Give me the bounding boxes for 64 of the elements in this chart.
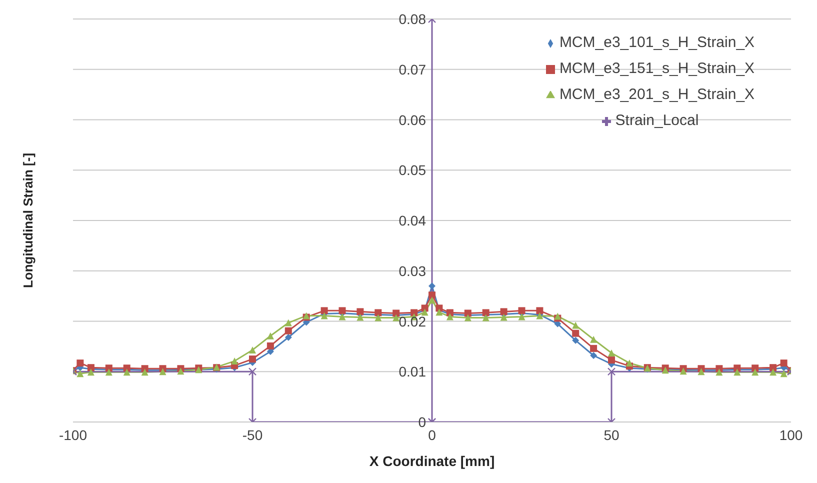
y-tick-label: 0.06 [398, 112, 426, 128]
point [428, 282, 436, 290]
point [87, 368, 94, 376]
point [572, 330, 580, 337]
y-tick-label: 0.04 [398, 212, 426, 228]
y-tick-label: 0.01 [398, 364, 426, 380]
point [572, 336, 580, 344]
legend-label: Strain_Local [615, 112, 699, 129]
point [266, 332, 274, 340]
x-tick-label: -100 [58, 426, 88, 443]
point [338, 307, 346, 314]
point [284, 319, 292, 326]
point [284, 327, 292, 334]
point [105, 368, 112, 376]
legend-label: MCM_e3_201_s_H_Strain_X [559, 86, 755, 103]
y-tick-label: 0.08 [398, 11, 426, 27]
y-tick-label: 0.03 [398, 262, 426, 279]
point [356, 308, 364, 316]
point [500, 308, 508, 316]
point [518, 307, 526, 314]
point [626, 360, 633, 367]
legend-label: MCM_e3_151_s_H_Strain_X [559, 60, 755, 77]
point [590, 344, 598, 352]
y-tick-label: 0.05 [398, 162, 426, 178]
point [266, 342, 274, 350]
point [536, 307, 544, 314]
point [123, 368, 130, 376]
point [446, 313, 454, 320]
point [356, 314, 364, 321]
x-tick-label: -50 [242, 426, 263, 443]
point [338, 313, 346, 320]
point [76, 370, 84, 378]
point [284, 334, 292, 341]
point [464, 314, 472, 322]
point [482, 314, 490, 322]
point [608, 356, 615, 364]
point [500, 314, 508, 321]
y-axis-title: Longitudinal Strain [-] [20, 152, 36, 288]
point [249, 346, 256, 354]
point [780, 370, 788, 378]
x-tick-label: 50 [604, 426, 620, 443]
point [428, 292, 436, 299]
point [320, 307, 328, 314]
point [608, 349, 615, 356]
x-tick-label: 100 [779, 426, 803, 443]
point [572, 322, 580, 329]
point [734, 368, 741, 376]
y-tick-label: 0.07 [398, 61, 426, 78]
point [590, 352, 598, 360]
point [780, 360, 788, 367]
point [752, 368, 759, 376]
point [374, 314, 382, 322]
y-tick-label: 0.02 [398, 313, 426, 330]
point [518, 313, 526, 320]
point [392, 314, 400, 322]
point [231, 358, 238, 365]
point [76, 360, 84, 367]
point [428, 296, 436, 304]
legend-label: MCM_e3_101_s_H_Strain_X [559, 34, 755, 51]
x-tick-label: 0 [428, 426, 436, 443]
point [249, 356, 256, 363]
point [770, 368, 777, 376]
x-axis-title: X Coordinate [mm] [369, 453, 495, 469]
point [590, 336, 598, 343]
